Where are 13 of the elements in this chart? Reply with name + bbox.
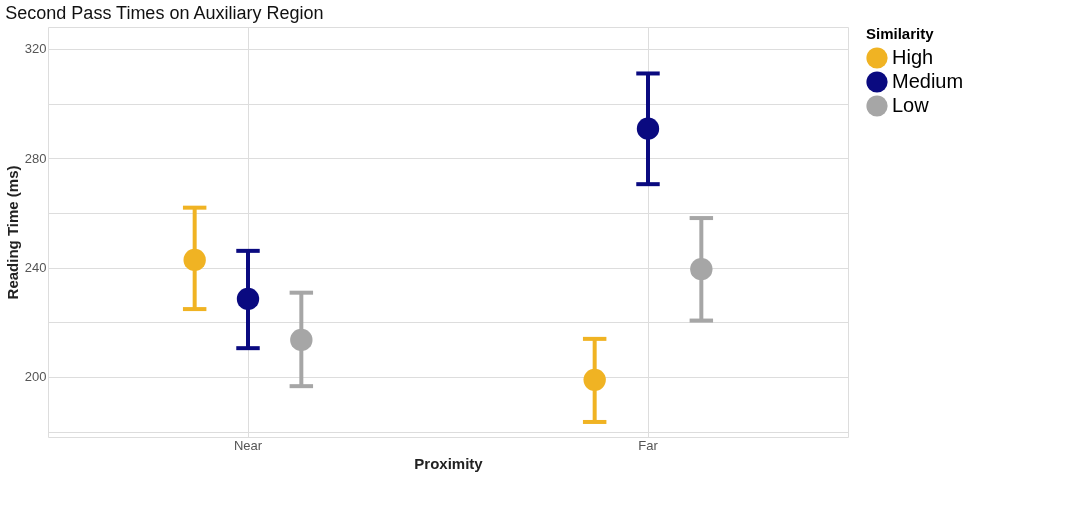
x-tick-label: Far [638,437,659,453]
y-tick-label: 280 [24,150,47,166]
legend-label: High [892,46,934,68]
y-axis-title: Reading Time (ms) [3,165,21,300]
y-tick-label: 320 [24,41,47,57]
legend-title: Similarity [866,25,935,42]
legend-label: Medium [892,70,964,92]
chart-title: Second Pass Times on Auxiliary Region [5,3,324,23]
x-tick-label: Near [233,437,263,453]
legend-label: Low [892,94,930,116]
x-axis-title: Proximity [414,454,484,472]
y-tick-label: 240 [24,260,47,276]
y-tick-label: 200 [24,369,47,385]
